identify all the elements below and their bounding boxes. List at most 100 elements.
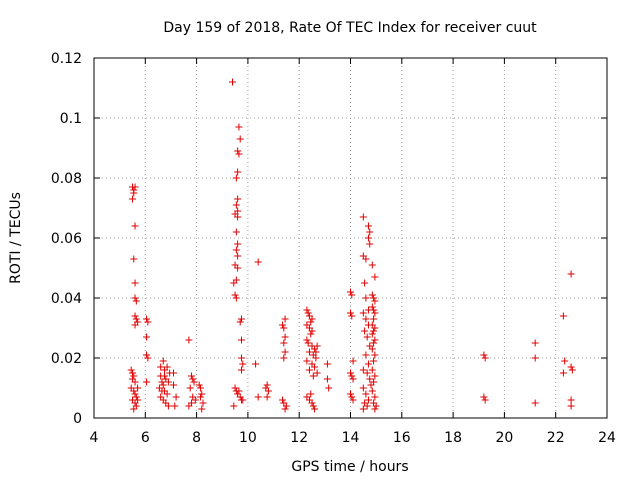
data-point [171,402,179,410]
data-point [231,291,239,299]
data-point [481,396,489,404]
data-point [308,327,316,335]
data-point [370,378,378,386]
data-point [185,402,193,410]
data-point [559,312,567,320]
data-point [305,366,313,374]
data-point [234,147,242,155]
x-tick-label: 24 [598,430,616,446]
data-point [281,315,289,323]
data-point [305,348,313,356]
data-point [185,336,193,344]
data-point [363,369,371,377]
data-point [195,381,203,389]
data-point [158,387,166,395]
data-point [190,378,198,386]
data-point [323,360,331,368]
data-point [159,381,167,389]
data-point [252,360,260,368]
data-point [234,168,242,176]
data-point [531,339,539,347]
data-point [370,306,378,314]
data-point [196,384,204,392]
data-point [232,201,240,209]
data-point [368,303,376,311]
data-point [232,246,240,254]
data-point [191,396,199,404]
data-point [312,348,320,356]
data-point [130,405,138,413]
x-tick-label: 8 [192,430,201,446]
data-point [311,405,319,413]
data-point [234,252,242,260]
data-point [567,270,575,278]
grid-lines [94,58,607,418]
data-point [372,402,380,410]
data-point [561,357,569,365]
y-axis-label: ROTI / TECUs [8,192,24,284]
data-point [370,339,378,347]
data-point [349,396,357,404]
data-point [229,78,237,86]
y-tick-label: 0.1 [60,111,82,127]
data-point [128,195,136,203]
data-point [307,318,315,326]
data-point [348,312,356,320]
data-point [235,150,243,158]
data-point [281,348,289,356]
y-tick-label: 0.08 [51,171,82,187]
x-tick-label: 16 [393,430,411,446]
data-point [281,333,289,341]
data-point [347,288,354,296]
data-point [264,387,272,395]
data-point [134,396,142,404]
data-point [232,174,240,182]
data-point [198,405,206,413]
data-point [531,399,539,407]
data-point [362,294,370,302]
data-point [143,351,151,359]
data-point [567,363,575,371]
data-point [370,315,378,323]
data-point [362,255,370,263]
data-point [347,369,354,377]
data-point [368,366,376,374]
data-point [304,309,312,317]
data-point [368,387,376,395]
data-point [366,228,374,236]
data-point [361,327,369,335]
data-point [132,315,140,323]
data-point [236,318,244,326]
data-point [230,279,238,287]
data-point [130,255,138,263]
data-point [359,366,367,374]
data-point [531,354,539,362]
data-point [144,318,152,326]
data-point [364,234,372,242]
data-point [349,357,357,365]
x-tick-label: 18 [444,430,462,446]
data-point [364,396,372,404]
data-point [280,339,288,347]
data-point [172,393,180,401]
data-point [371,273,379,281]
data-point [323,375,331,383]
data-points [127,78,576,413]
x-tick-label: 6 [141,430,150,446]
data-point [187,372,195,380]
data-point [131,294,139,302]
data-point [164,402,172,410]
data-point [371,324,379,332]
x-tick-label: 22 [547,430,565,446]
data-point [239,360,247,368]
data-point [237,315,245,323]
data-point [359,384,367,392]
data-point [263,381,271,389]
data-point [234,240,242,248]
data-point [362,315,370,323]
data-point [132,393,140,401]
data-point [307,330,315,338]
data-point [235,123,243,131]
data-point [157,363,165,371]
